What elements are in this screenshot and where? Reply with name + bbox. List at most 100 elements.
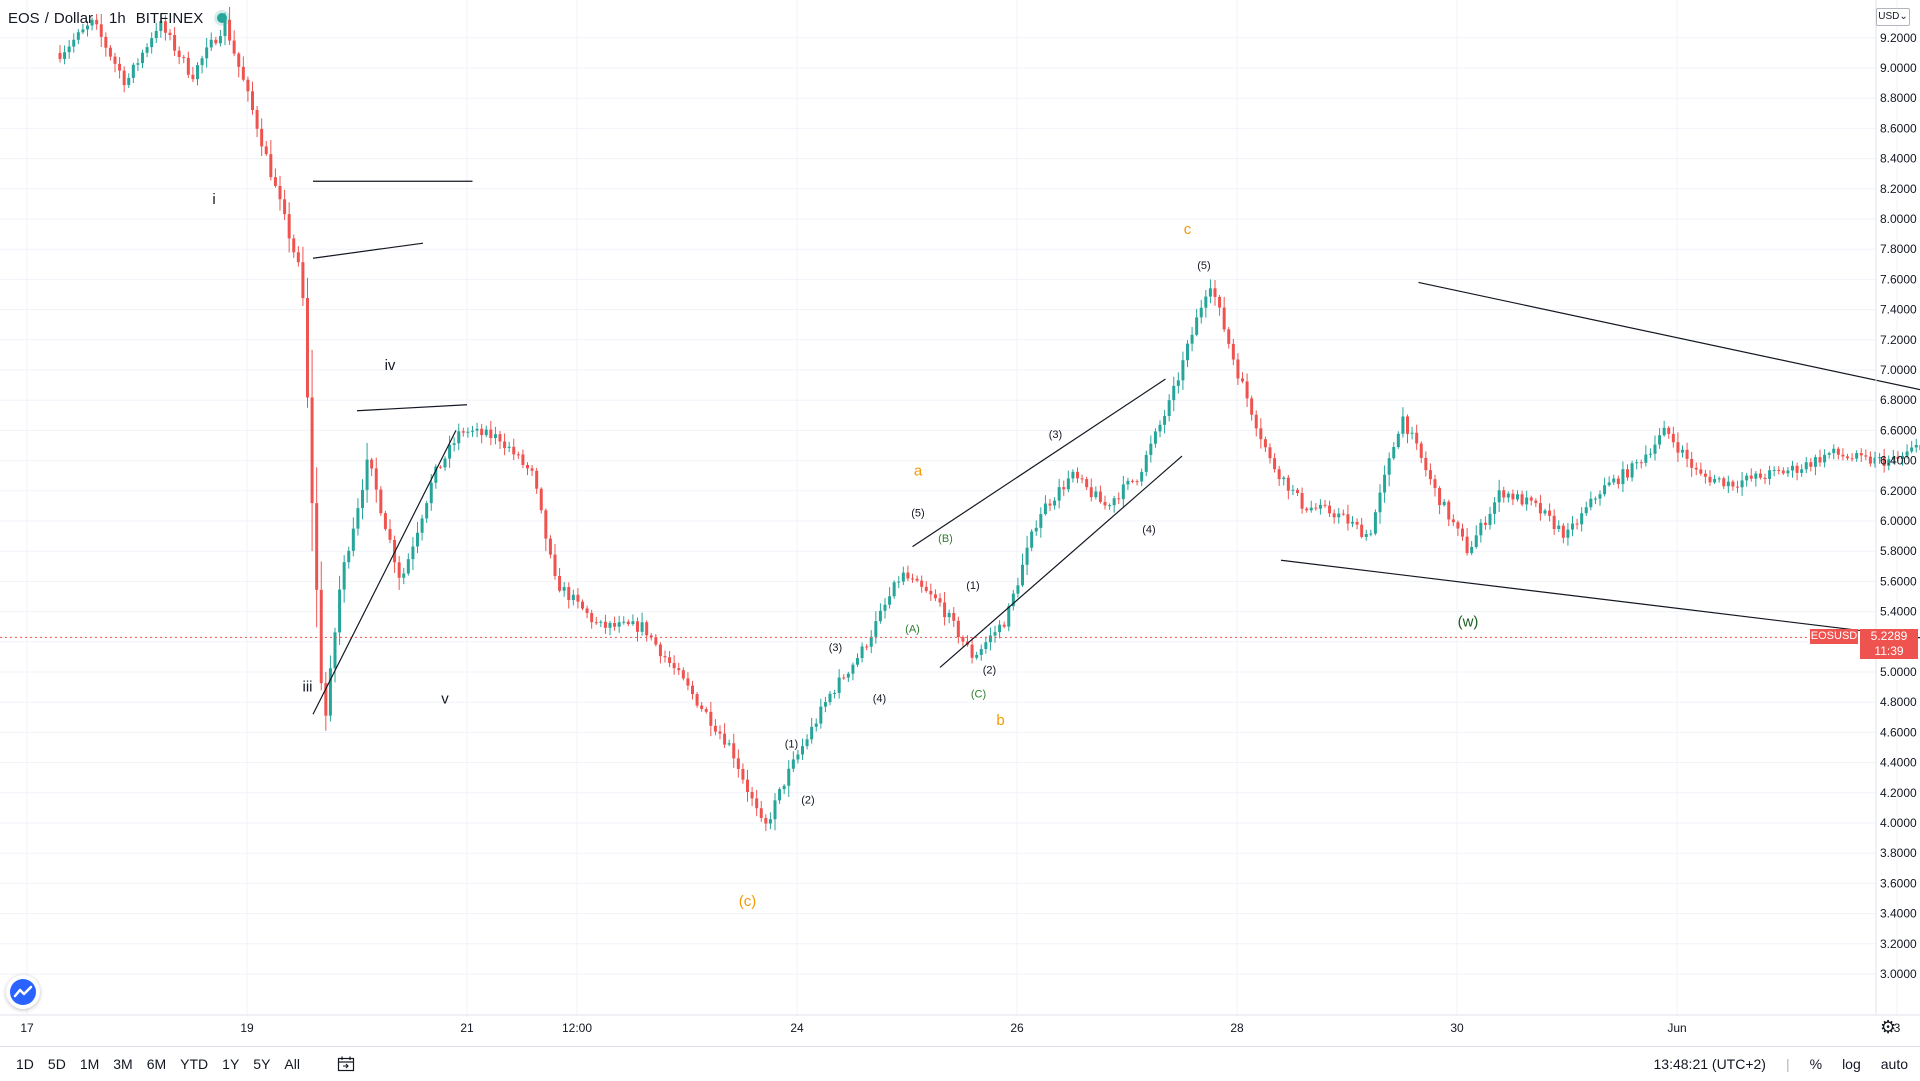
plot-background [0,0,1876,1015]
candle-body [1621,469,1624,484]
candle-body [210,40,213,48]
y-tick-label: 4.8000 [1880,695,1917,709]
candle-body [72,40,75,47]
clock-time[interactable]: 13:48:21 (UTC+2) [1654,1056,1766,1072]
candle-body [1296,490,1299,493]
candle-body [1159,425,1162,432]
candle-body [1516,494,1519,499]
candle-body [114,57,117,64]
candle-body [783,786,786,789]
candle-body [686,678,689,685]
candle-body [1796,466,1799,473]
candle-body [842,678,845,679]
candle-body [1530,498,1533,501]
candle-body [641,622,644,632]
candle-body [1814,457,1817,467]
candle-body [746,780,749,792]
currency-select[interactable]: USD⌄ [1876,8,1910,26]
candle-body [796,754,799,759]
range-button-6m[interactable]: 6M [140,1056,173,1072]
candle-body [627,622,630,624]
candle-body [402,574,405,578]
candle-body [1259,428,1262,439]
wave-label: i [212,191,215,208]
candle-body [929,591,932,594]
range-button-all[interactable]: All [277,1056,307,1072]
x-tick-label: 30 [1450,1021,1464,1035]
candle-body [517,454,520,455]
candle-body [343,562,346,589]
candle-body [1365,534,1368,537]
candle-body [306,298,309,397]
range-button-5d[interactable]: 5D [41,1056,73,1072]
candle-body [1461,529,1464,537]
percent-scale-toggle[interactable]: % [1810,1056,1822,1072]
candle-body [1383,475,1386,493]
candle-body [732,743,735,758]
candle-body [1580,513,1583,524]
y-tick-label: 3.8000 [1880,846,1917,860]
candle-body [870,637,873,647]
candle-body [1663,428,1666,435]
candle-body [760,808,763,818]
candle-body [1342,514,1345,515]
candle-body [554,555,557,576]
wave-label: a [914,463,923,480]
legend-interval: 1h [109,10,126,27]
candle-body [1195,317,1198,334]
range-button-ytd[interactable]: YTD [173,1056,215,1072]
range-button-3m[interactable]: 3M [106,1056,139,1072]
candle-body [169,33,172,35]
candle-body [1250,398,1253,414]
candle-body [911,578,914,579]
candle-body [1640,462,1643,463]
log-scale-toggle[interactable]: log [1842,1056,1861,1072]
candle-body [1420,443,1423,457]
candle-body [1214,288,1217,297]
candle-body [191,75,194,79]
candle-body [1676,442,1679,452]
candle-body [1136,481,1139,482]
candle-body [1851,458,1854,459]
candle-body [691,686,694,694]
range-button-5y[interactable]: 5Y [246,1056,277,1072]
candle-body [1429,470,1432,479]
candle-body [1062,487,1065,489]
y-tick-label: 3.0000 [1880,967,1917,981]
candle-body [1218,297,1221,308]
candle-body [155,31,158,38]
candle-body [664,656,667,657]
candle-body [123,71,126,85]
tradingview-logo-icon[interactable] [6,975,40,1009]
candle-body [1548,511,1551,516]
candle-body [700,706,703,709]
candle-body [109,48,112,57]
candle-body [861,646,864,658]
wave-label: (4) [873,693,886,705]
candle-body [205,47,208,58]
candle-body [1690,459,1693,468]
candle-body [696,694,699,705]
candle-body [1291,490,1294,491]
calendar-goto-icon[interactable] [337,1056,355,1072]
candle-body [251,91,254,110]
range-button-1y[interactable]: 1Y [215,1056,246,1072]
candle-body [279,186,282,199]
range-button-1d[interactable]: 1D [0,1056,41,1072]
auto-scale-toggle[interactable]: auto [1881,1056,1908,1072]
wave-label: (c) [739,893,757,910]
gear-icon[interactable]: ⚙ [1880,1017,1896,1038]
candle-body [540,489,543,510]
y-tick-label: 7.0000 [1880,363,1917,377]
range-button-1m[interactable]: 1M [73,1056,106,1072]
candle-body [246,80,249,92]
candle-body [1562,526,1565,538]
candle-body [1475,535,1478,547]
chevron-down-icon: ⌄ [1899,11,1907,22]
chart-canvas[interactable]: iiviiivcab(c)(x)(w)(y)(5)(3)(4)(5)(1)(2)… [0,0,1920,1046]
candle-body [1104,502,1107,505]
candle-body [389,529,392,540]
candle-body [1654,445,1657,454]
candle-body [297,252,300,262]
